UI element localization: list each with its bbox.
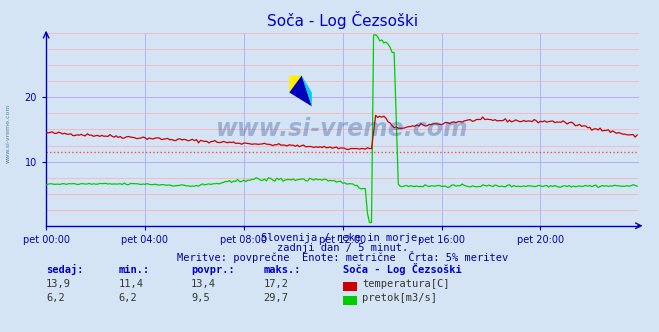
Text: zadnji dan / 5 minut.: zadnji dan / 5 minut. [277, 243, 409, 253]
Text: Soča - Log Čezsoški: Soča - Log Čezsoški [343, 263, 461, 275]
Text: 13,4: 13,4 [191, 279, 216, 289]
Text: 6,2: 6,2 [46, 293, 65, 303]
Text: povpr.:: povpr.: [191, 265, 235, 275]
Text: 11,4: 11,4 [119, 279, 144, 289]
Text: sedaj:: sedaj: [46, 264, 84, 275]
Text: Meritve: povprečne  Enote: metrične  Črta: 5% meritev: Meritve: povprečne Enote: metrične Črta:… [177, 251, 508, 263]
Polygon shape [289, 76, 312, 106]
Text: min.:: min.: [119, 265, 150, 275]
Text: www.si-vreme.com: www.si-vreme.com [216, 118, 469, 141]
Text: www.si-vreme.com: www.si-vreme.com [5, 103, 11, 163]
Text: 13,9: 13,9 [46, 279, 71, 289]
Text: temperatura[C]: temperatura[C] [362, 279, 450, 289]
Text: pretok[m3/s]: pretok[m3/s] [362, 293, 438, 303]
Text: Slovenija / reke in morje.: Slovenija / reke in morje. [262, 233, 424, 243]
Polygon shape [302, 76, 312, 106]
Text: 6,2: 6,2 [119, 293, 137, 303]
Polygon shape [289, 76, 302, 93]
Title: Soča - Log Čezsoški: Soča - Log Čezsoški [267, 11, 418, 29]
Text: 17,2: 17,2 [264, 279, 289, 289]
Text: 29,7: 29,7 [264, 293, 289, 303]
Text: maks.:: maks.: [264, 265, 301, 275]
Text: 9,5: 9,5 [191, 293, 210, 303]
